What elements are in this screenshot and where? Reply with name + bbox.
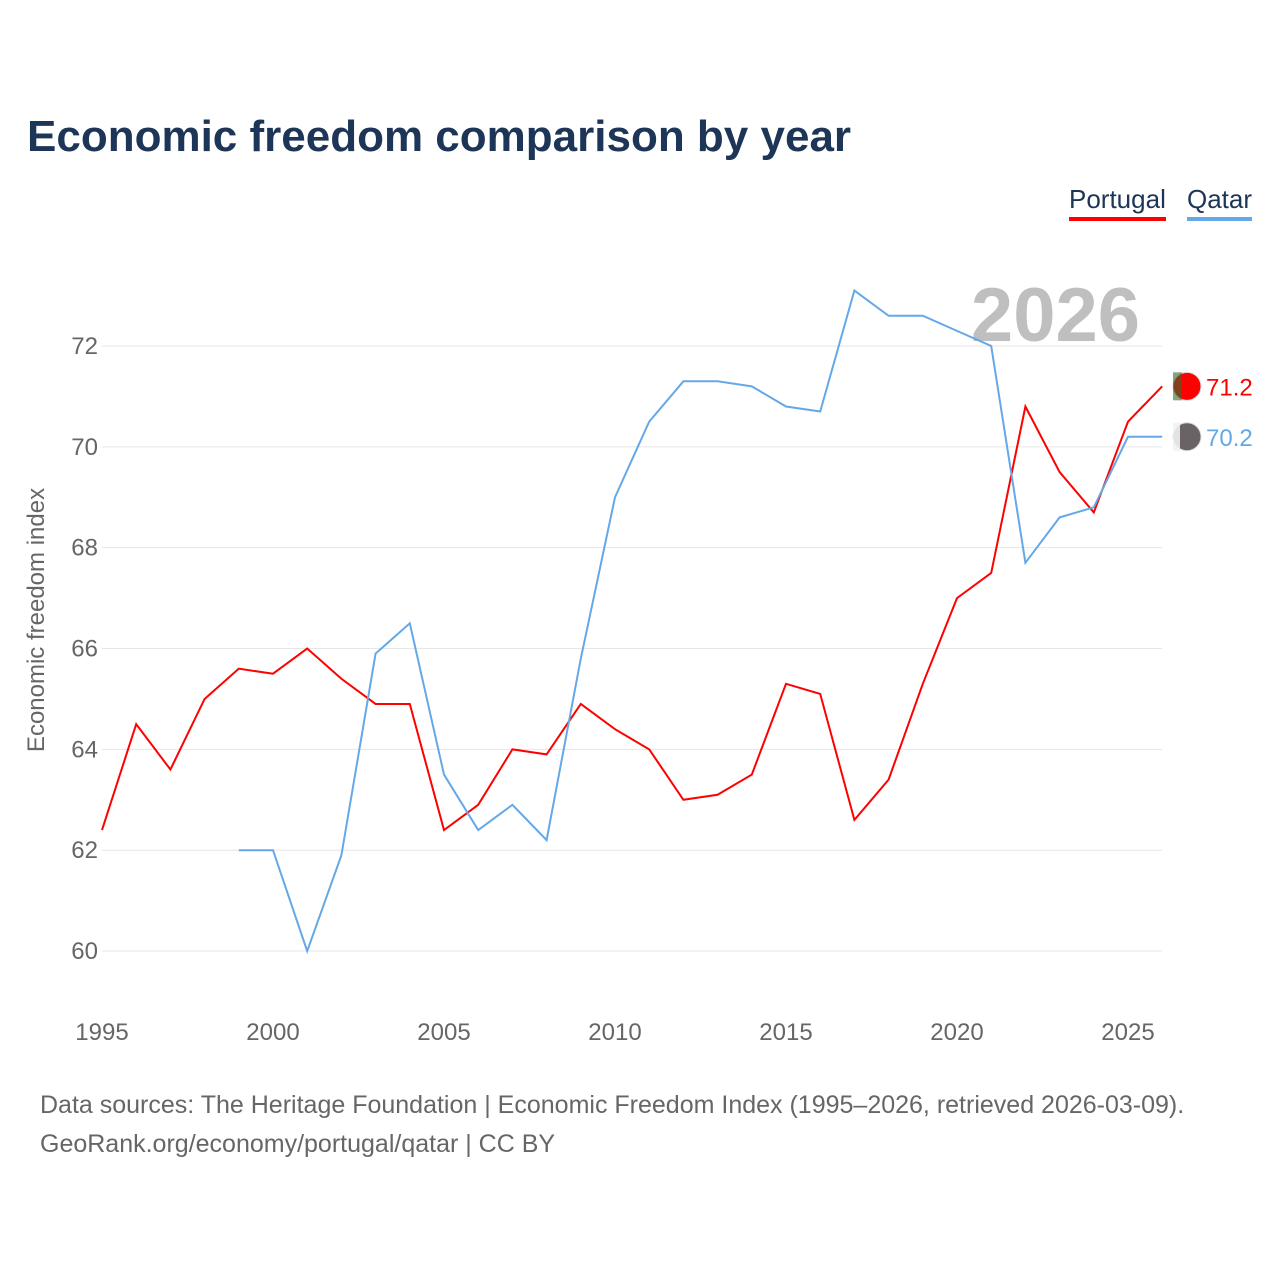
y-tick-label: 64 [71,736,98,763]
y-tick-label: 62 [71,837,98,864]
y-tick-label: 72 [71,333,98,360]
y-tick-label: 70 [71,434,98,461]
source-note: Data sources: The Heritage Foundation | … [40,1086,1184,1164]
series-line-portugal [101,385,1163,832]
x-tick-label: 2005 [417,1019,470,1046]
chart-title: Economic freedom comparison by year [27,112,852,161]
series-line-qatar [238,288,1163,955]
y-tick-label: 66 [71,636,98,663]
x-tick-label: 2025 [1101,1019,1154,1046]
x-tick-label: 2010 [588,1019,641,1046]
end-value-label-portugal: 71.2 [1206,374,1253,401]
flag-stripe [1173,422,1180,451]
source-line-1: Data sources: The Heritage Foundation | … [40,1091,1185,1119]
flag-stripe [1173,372,1182,401]
x-tick-label: 2020 [930,1019,983,1046]
year-watermark: 2026 [971,273,1140,358]
legend-qatar[interactable]: Qatar [1187,184,1253,221]
source-line-2: GeoRank.org/economy/portugal/qatar | CC … [40,1130,556,1158]
legend-portugal[interactable]: Portugal [1069,184,1166,221]
x-tick-label: 1995 [75,1019,128,1046]
y-tick-label: 60 [71,938,98,965]
x-tick-label: 2000 [246,1019,299,1046]
x-tick-label: 2015 [759,1019,812,1046]
y-tick-label: 68 [71,535,98,562]
end-value-label-qatar: 70.2 [1206,425,1253,452]
y-axis-label: Economic freedom index [23,488,50,752]
